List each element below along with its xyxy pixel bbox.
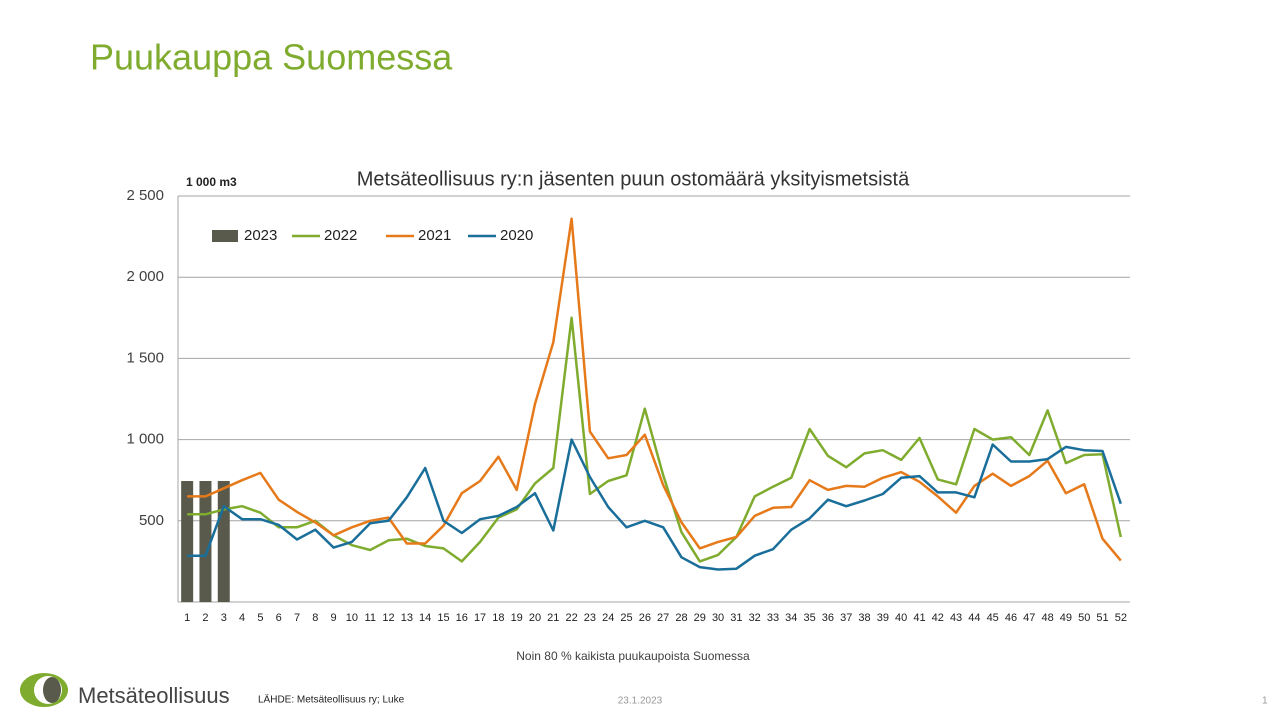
x-tick-label: 27 xyxy=(657,612,669,624)
x-tick-label: 21 xyxy=(547,612,559,624)
x-tick-label: 13 xyxy=(401,612,413,624)
y-tick-label: 1 000 xyxy=(126,431,164,448)
x-tick-label: 38 xyxy=(858,612,870,624)
x-tick-label: 42 xyxy=(932,612,944,624)
x-tick-label: 20 xyxy=(529,612,541,624)
x-tick-label: 18 xyxy=(492,612,504,624)
x-tick-label: 25 xyxy=(620,612,632,624)
bar xyxy=(181,481,194,602)
bar xyxy=(217,481,230,602)
x-tick-label: 50 xyxy=(1078,612,1090,624)
line xyxy=(187,438,1122,571)
x-tick-label: 49 xyxy=(1060,612,1072,624)
date: 23.1.2023 xyxy=(618,696,663,707)
x-tick-label: 6 xyxy=(276,612,282,624)
logo-text: Metsäteollisuus xyxy=(78,683,230,708)
x-tick-label: 3 xyxy=(221,612,227,624)
line xyxy=(187,217,1122,562)
x-tick-label: 17 xyxy=(474,612,486,624)
x-tick-label: 30 xyxy=(712,612,724,624)
legend-label: 2023 xyxy=(244,227,277,244)
x-tick-label: 36 xyxy=(822,612,834,624)
x-tick-label: 31 xyxy=(730,612,742,624)
source: LÄHDE: Metsäteollisuus ry; Luke xyxy=(258,694,405,706)
x-tick-label: 48 xyxy=(1041,612,1053,624)
x-tick-label: 35 xyxy=(803,612,815,624)
x-tick-label: 22 xyxy=(565,612,577,624)
x-tick-label: 19 xyxy=(511,612,523,624)
x-tick-label: 12 xyxy=(382,612,394,624)
x-tick-label: 23 xyxy=(584,612,596,624)
x-tick-label: 32 xyxy=(749,612,761,624)
x-tick-label: 26 xyxy=(639,612,651,624)
bar xyxy=(199,481,212,602)
x-tick-label: 39 xyxy=(877,612,889,624)
y-tick-label: 500 xyxy=(139,512,164,529)
line xyxy=(187,316,1123,563)
x-tick-label: 2 xyxy=(202,612,208,624)
x-tick-label: 11 xyxy=(365,612,376,624)
x-tick-label: 1 xyxy=(184,612,190,624)
legend-label: 2021 xyxy=(418,227,451,244)
x-tick-label: 34 xyxy=(785,612,797,624)
legend-label: 2022 xyxy=(324,227,357,244)
y-tick-label: 2 500 xyxy=(126,187,164,204)
x-tick-label: 37 xyxy=(840,612,852,624)
legend-swatch xyxy=(212,230,238,242)
x-tick-label: 10 xyxy=(346,612,358,624)
x-axis-label: Noin 80 % kaikista puukaupoista Suomessa xyxy=(516,649,750,663)
x-tick-label: 16 xyxy=(456,612,468,624)
x-tick-label: 14 xyxy=(419,612,431,624)
x-tick-label: 8 xyxy=(312,612,318,624)
x-tick-label: 7 xyxy=(294,612,300,624)
slide-title: Puukauppa Suomessa xyxy=(90,37,453,78)
x-tick-label: 47 xyxy=(1023,612,1035,624)
x-tick-label: 43 xyxy=(950,612,962,624)
x-tick-label: 9 xyxy=(331,612,337,624)
x-tick-label: 45 xyxy=(987,612,999,624)
x-tick-label: 44 xyxy=(968,612,980,624)
y-unit-label: 1 000 m3 xyxy=(186,175,237,189)
x-tick-label: 40 xyxy=(895,612,907,624)
x-tick-label: 29 xyxy=(694,612,706,624)
x-tick-label: 46 xyxy=(1005,612,1017,624)
page-number: 1 xyxy=(1262,696,1268,707)
x-tick-label: 41 xyxy=(913,612,925,624)
x-tick-label: 28 xyxy=(675,612,687,624)
y-tick-label: 1 500 xyxy=(126,349,164,366)
chart-title: Metsäteollisuus ry:n jäsenten puun ostom… xyxy=(357,168,910,190)
legend-label: 2020 xyxy=(500,227,533,244)
logo xyxy=(20,673,68,707)
x-tick-label: 52 xyxy=(1115,612,1127,624)
x-tick-label: 4 xyxy=(239,612,245,624)
x-tick-label: 5 xyxy=(257,612,263,624)
y-tick-label: 2 000 xyxy=(126,268,164,285)
logo-mark xyxy=(43,677,61,703)
x-tick-label: 51 xyxy=(1096,612,1108,624)
x-tick-label: 33 xyxy=(767,612,779,624)
x-tick-label: 15 xyxy=(437,612,449,624)
x-tick-label: 24 xyxy=(602,612,614,624)
